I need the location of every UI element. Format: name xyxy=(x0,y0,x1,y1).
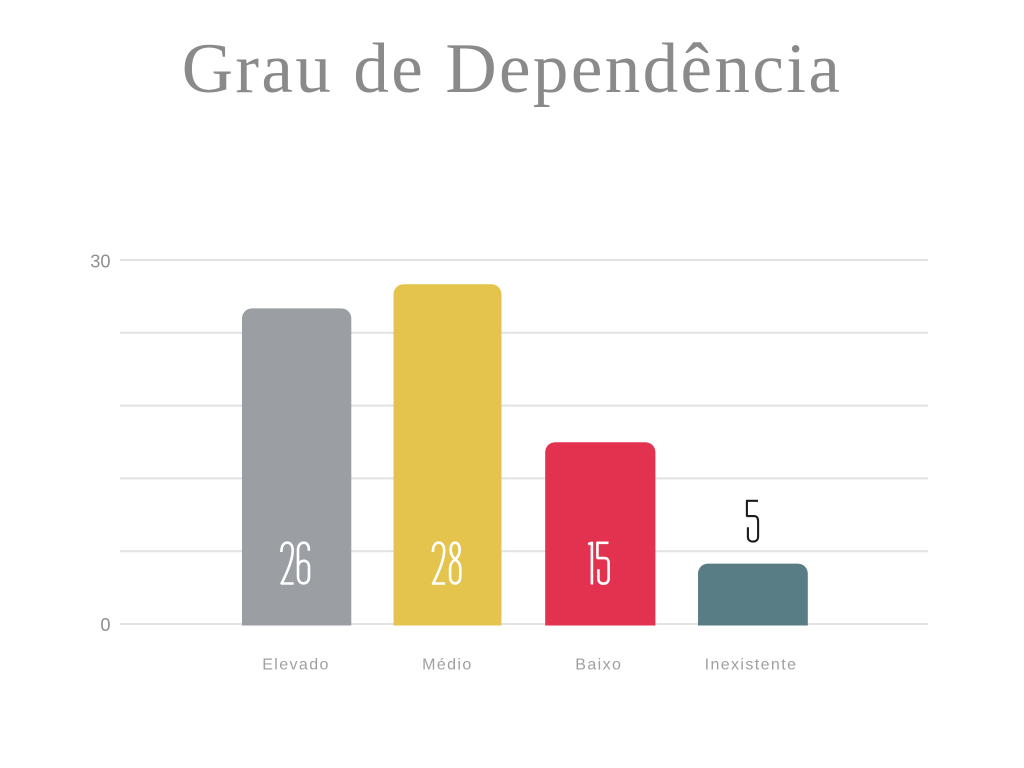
svg-text:Médio: Médio xyxy=(422,657,473,674)
svg-text:30: 30 xyxy=(90,252,110,272)
svg-text:Inexistente: Inexistente xyxy=(705,657,798,674)
svg-text:0: 0 xyxy=(100,615,110,635)
svg-text:Baixo: Baixo xyxy=(575,657,622,674)
svg-text:Elevado: Elevado xyxy=(262,657,330,674)
